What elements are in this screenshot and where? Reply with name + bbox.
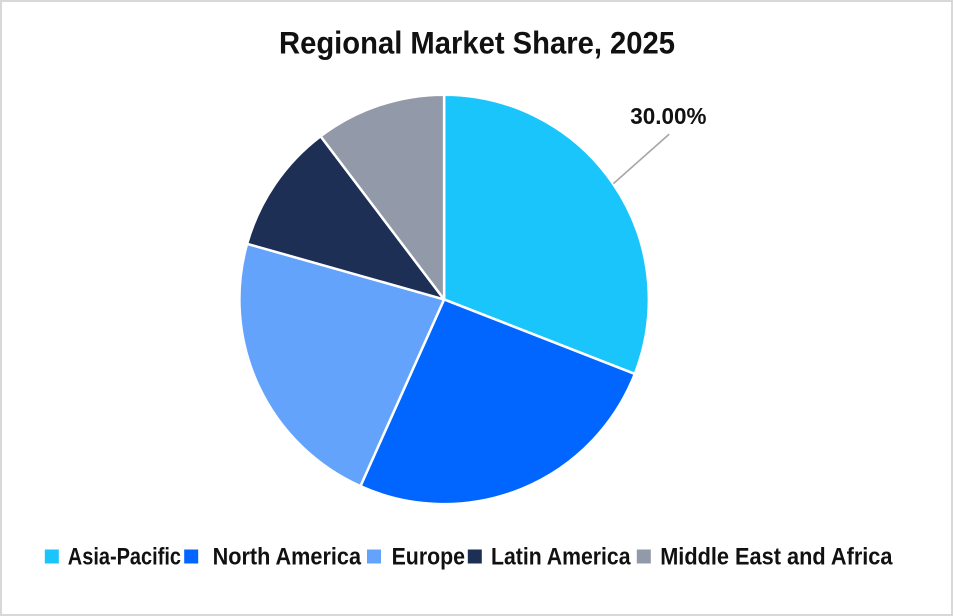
svg-text:Europe: Europe [392,544,465,571]
svg-text:30.00%: 30.00% [630,103,706,129]
svg-text:North America: North America [213,544,362,571]
svg-text:Asia-Pacific: Asia-Pacific [68,544,181,571]
svg-text:Middle East and Africa: Middle East and Africa [660,544,893,571]
svg-text:Latin America: Latin America [491,544,631,571]
svg-text:Regional Market Share, 2025: Regional Market Share, 2025 [279,26,675,61]
